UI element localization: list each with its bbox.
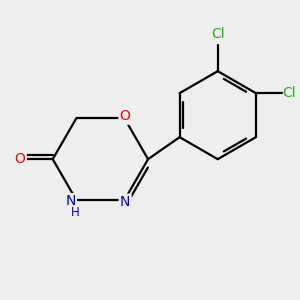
Text: Cl: Cl bbox=[211, 27, 225, 41]
Text: H: H bbox=[71, 206, 80, 219]
Text: N: N bbox=[65, 194, 76, 208]
Text: O: O bbox=[15, 152, 26, 166]
Text: O: O bbox=[120, 110, 130, 123]
Text: Cl: Cl bbox=[282, 86, 296, 100]
Text: N: N bbox=[120, 195, 130, 209]
